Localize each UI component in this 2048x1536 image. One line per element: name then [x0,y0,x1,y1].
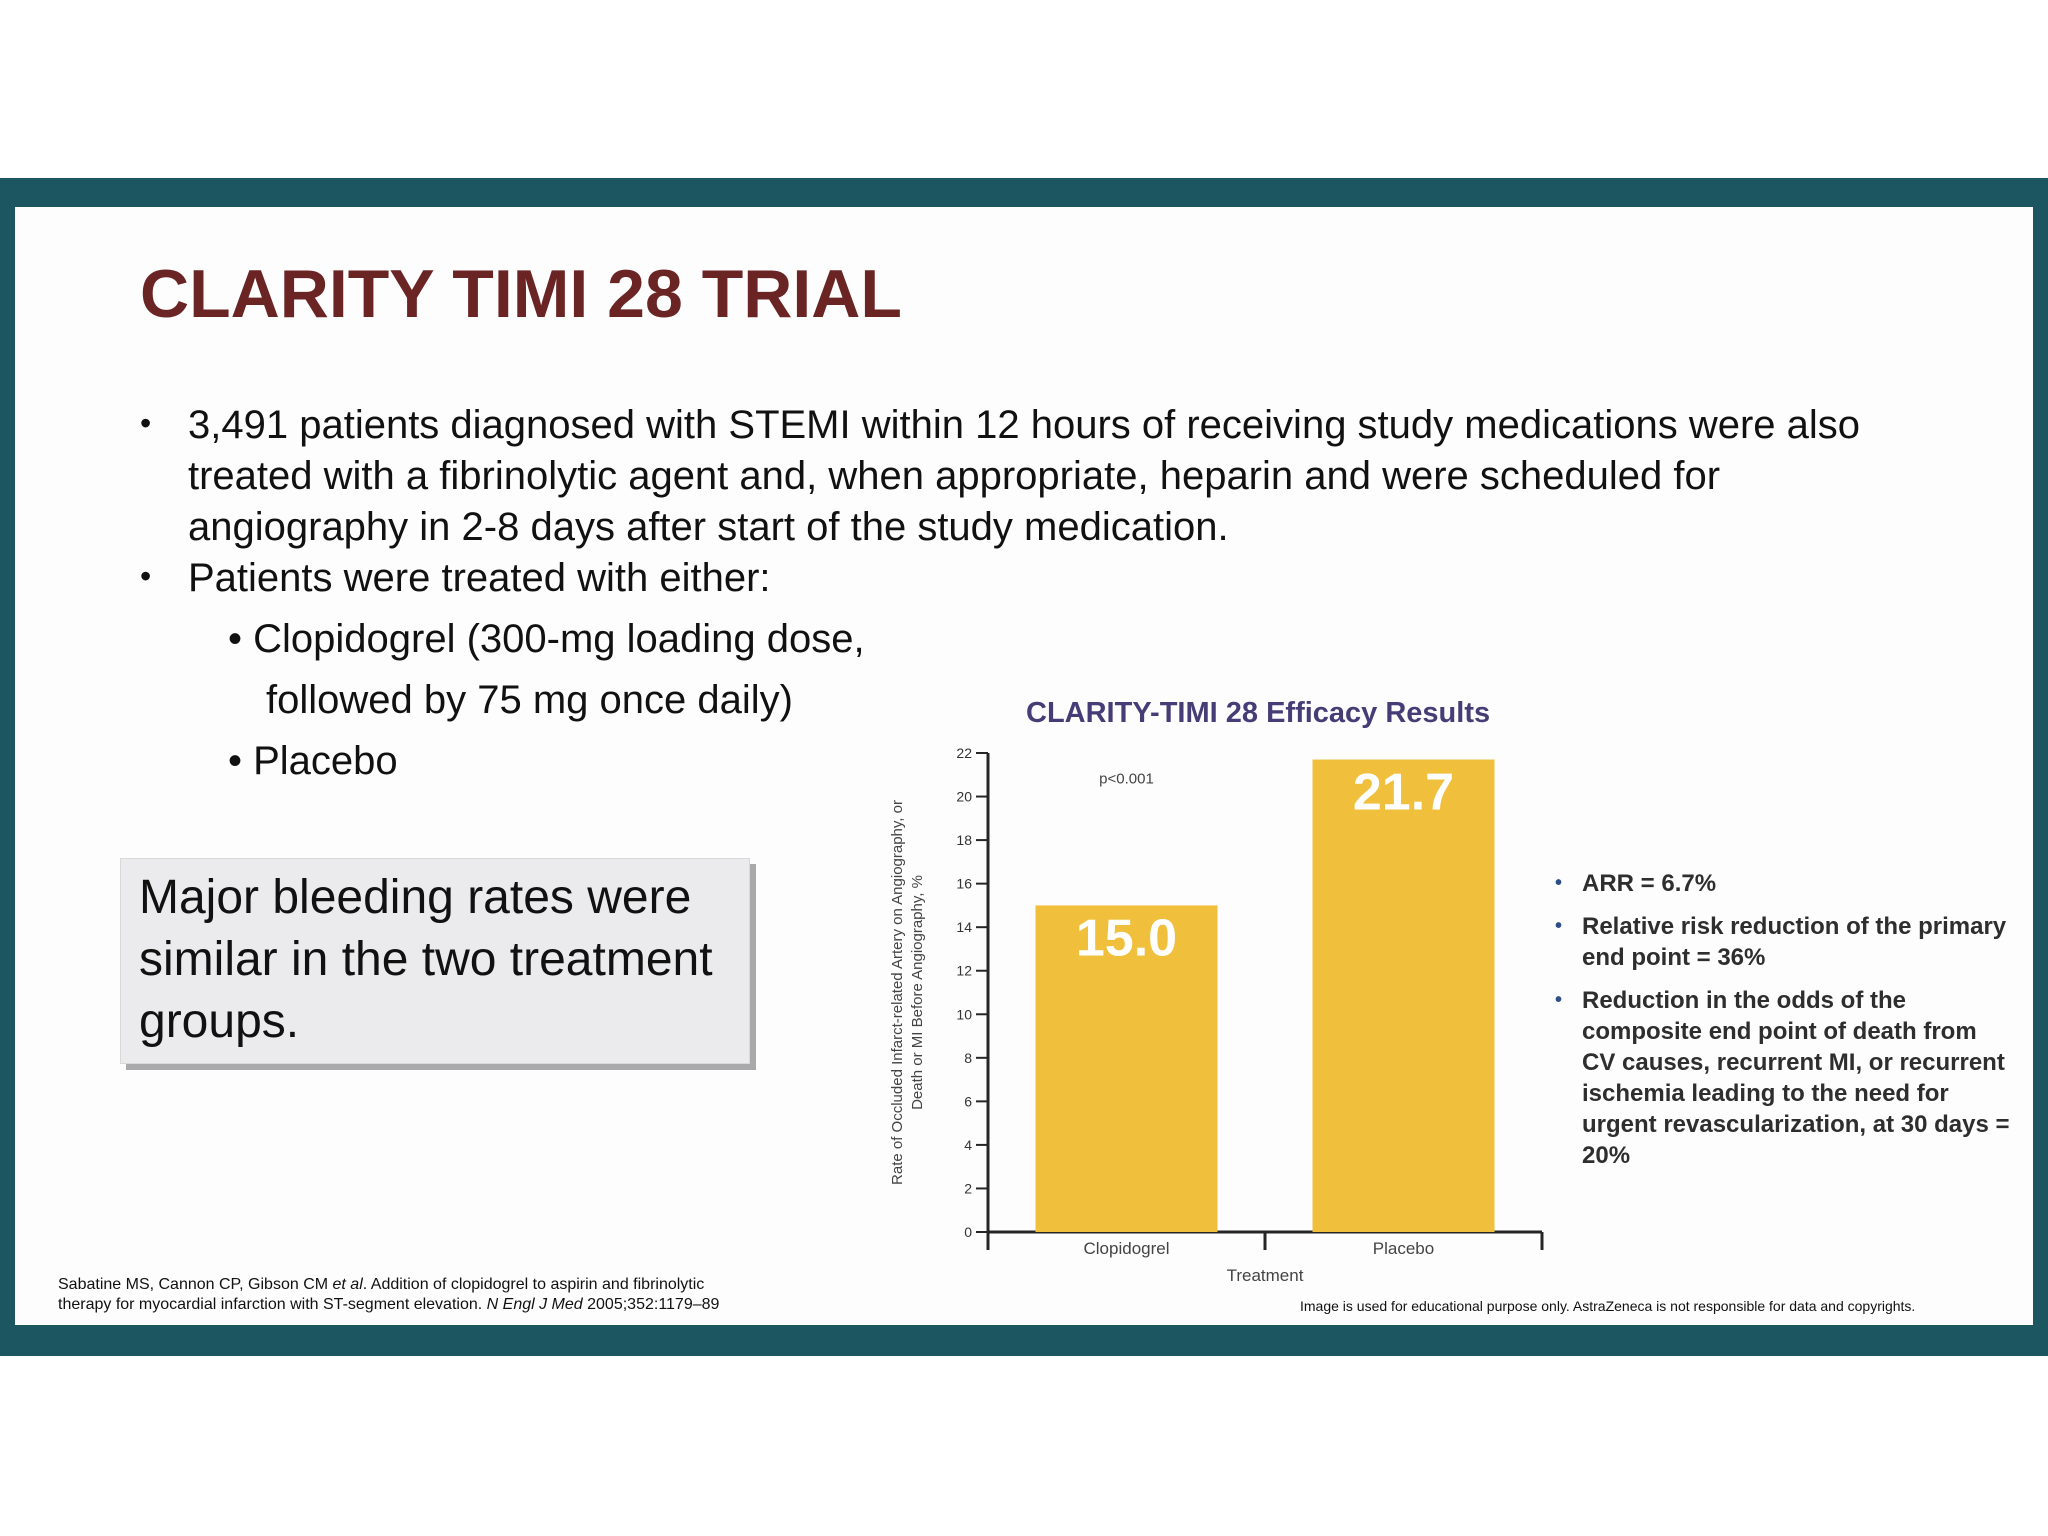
y-tick-label: 12 [956,963,972,979]
y-axis-title: Death or MI Before Angiography, % [909,875,926,1110]
bar [1035,905,1218,1232]
note-dot: • [1555,989,1563,1011]
bar-chart: 0 2 4 6 8 10 12 14 16 18 20 22 15.0 Clopidogrel 21.7 Pl… [889,745,1544,1285]
note-item: • Reduction in the odds of the composite … [1555,985,2015,1171]
y-axis-title: Rate of Occluded Infarct-related Artery … [889,800,906,1185]
y-tick-label: 10 [956,1006,972,1022]
bullet-item: • 3,491 patients diagnosed with STEMI wi… [140,400,1860,553]
slide-title: CLARITY TIMI 28 TRIAL [140,256,902,332]
bar [1312,759,1495,1232]
y-tick-label: 8 [964,1050,972,1066]
bullet-list: • 3,491 patients diagnosed with STEMI wi… [140,400,1860,604]
y-tick-label: 4 [964,1137,972,1153]
citation-authors: Sabatine MS, Cannon CP, Gibson CM [58,1276,333,1293]
y-tick-label: 2 [964,1180,972,1196]
note-item: • Relative risk reduction of the primary … [1555,911,2015,973]
y-tick-label: 6 [964,1093,972,1109]
sub-bullet-placebo: • Placebo [228,739,398,783]
note-dot: • [1555,872,1563,894]
disclaimer: Image is used for educational purpose on… [1300,1298,1916,1314]
bullet-text: 3,491 patients diagnosed with STEMI with… [188,403,1861,549]
bar-value-label: 21.7 [1353,764,1454,822]
bullet-item: • Patients were treated with either: [140,553,1860,604]
x-axis-title: Treatment [1227,1266,1304,1285]
sub-bullet-clopidogrel-cont: followed by 75 mg once daily) [266,678,793,722]
y-tick-label: 20 [956,789,972,805]
bullet-text: Patients were treated with either: [188,556,771,600]
y-tick-label: 18 [956,832,972,848]
citation-text: therapy for myocardial infarction with S… [58,1296,487,1313]
citation: Sabatine MS, Cannon CP, Gibson CM et al.… [58,1275,719,1315]
chart-notes: • ARR = 6.7% • Relative risk reduction of … [1555,868,2015,1183]
citation-etal: et al [332,1276,363,1293]
chart-title: CLARITY-TIMI 28 Efficacy Results [1026,697,1491,729]
bullet-dot: • [140,405,152,441]
bar-value-label: 15.0 [1076,909,1177,967]
y-tick-label: 22 [956,745,972,761]
y-tick-label: 14 [956,919,972,935]
citation-text: . Addition of clopidogrel to aspirin and… [362,1276,705,1293]
sub-bullet-clopidogrel: • Clopidogrel (300-mg loading dose, [228,617,865,661]
citation-journal: N Engl J Med [486,1296,583,1313]
bullet-dot: • [140,558,152,594]
note-text: Reduction in the odds of the composite e… [1582,987,2010,1169]
y-tick-label: 0 [964,1224,972,1240]
y-tick-label: 16 [956,876,972,892]
slide-canvas [15,207,2033,1325]
x-tick-label: Placebo [1373,1239,1434,1258]
note-text: Relative risk reduction of the primary e… [1582,913,2007,971]
note-text: ARR = 6.7% [1582,870,1717,897]
x-tick-label: Clopidogrel [1084,1239,1170,1258]
note-item: • ARR = 6.7% [1555,868,2015,899]
p-value-annotation: p<0.001 [1099,770,1154,787]
note-dot: • [1555,915,1563,937]
citation-ref: 2005;352:1179–89 [582,1296,720,1313]
callout-box: Major bleeding rates were similar in the… [120,858,750,1064]
